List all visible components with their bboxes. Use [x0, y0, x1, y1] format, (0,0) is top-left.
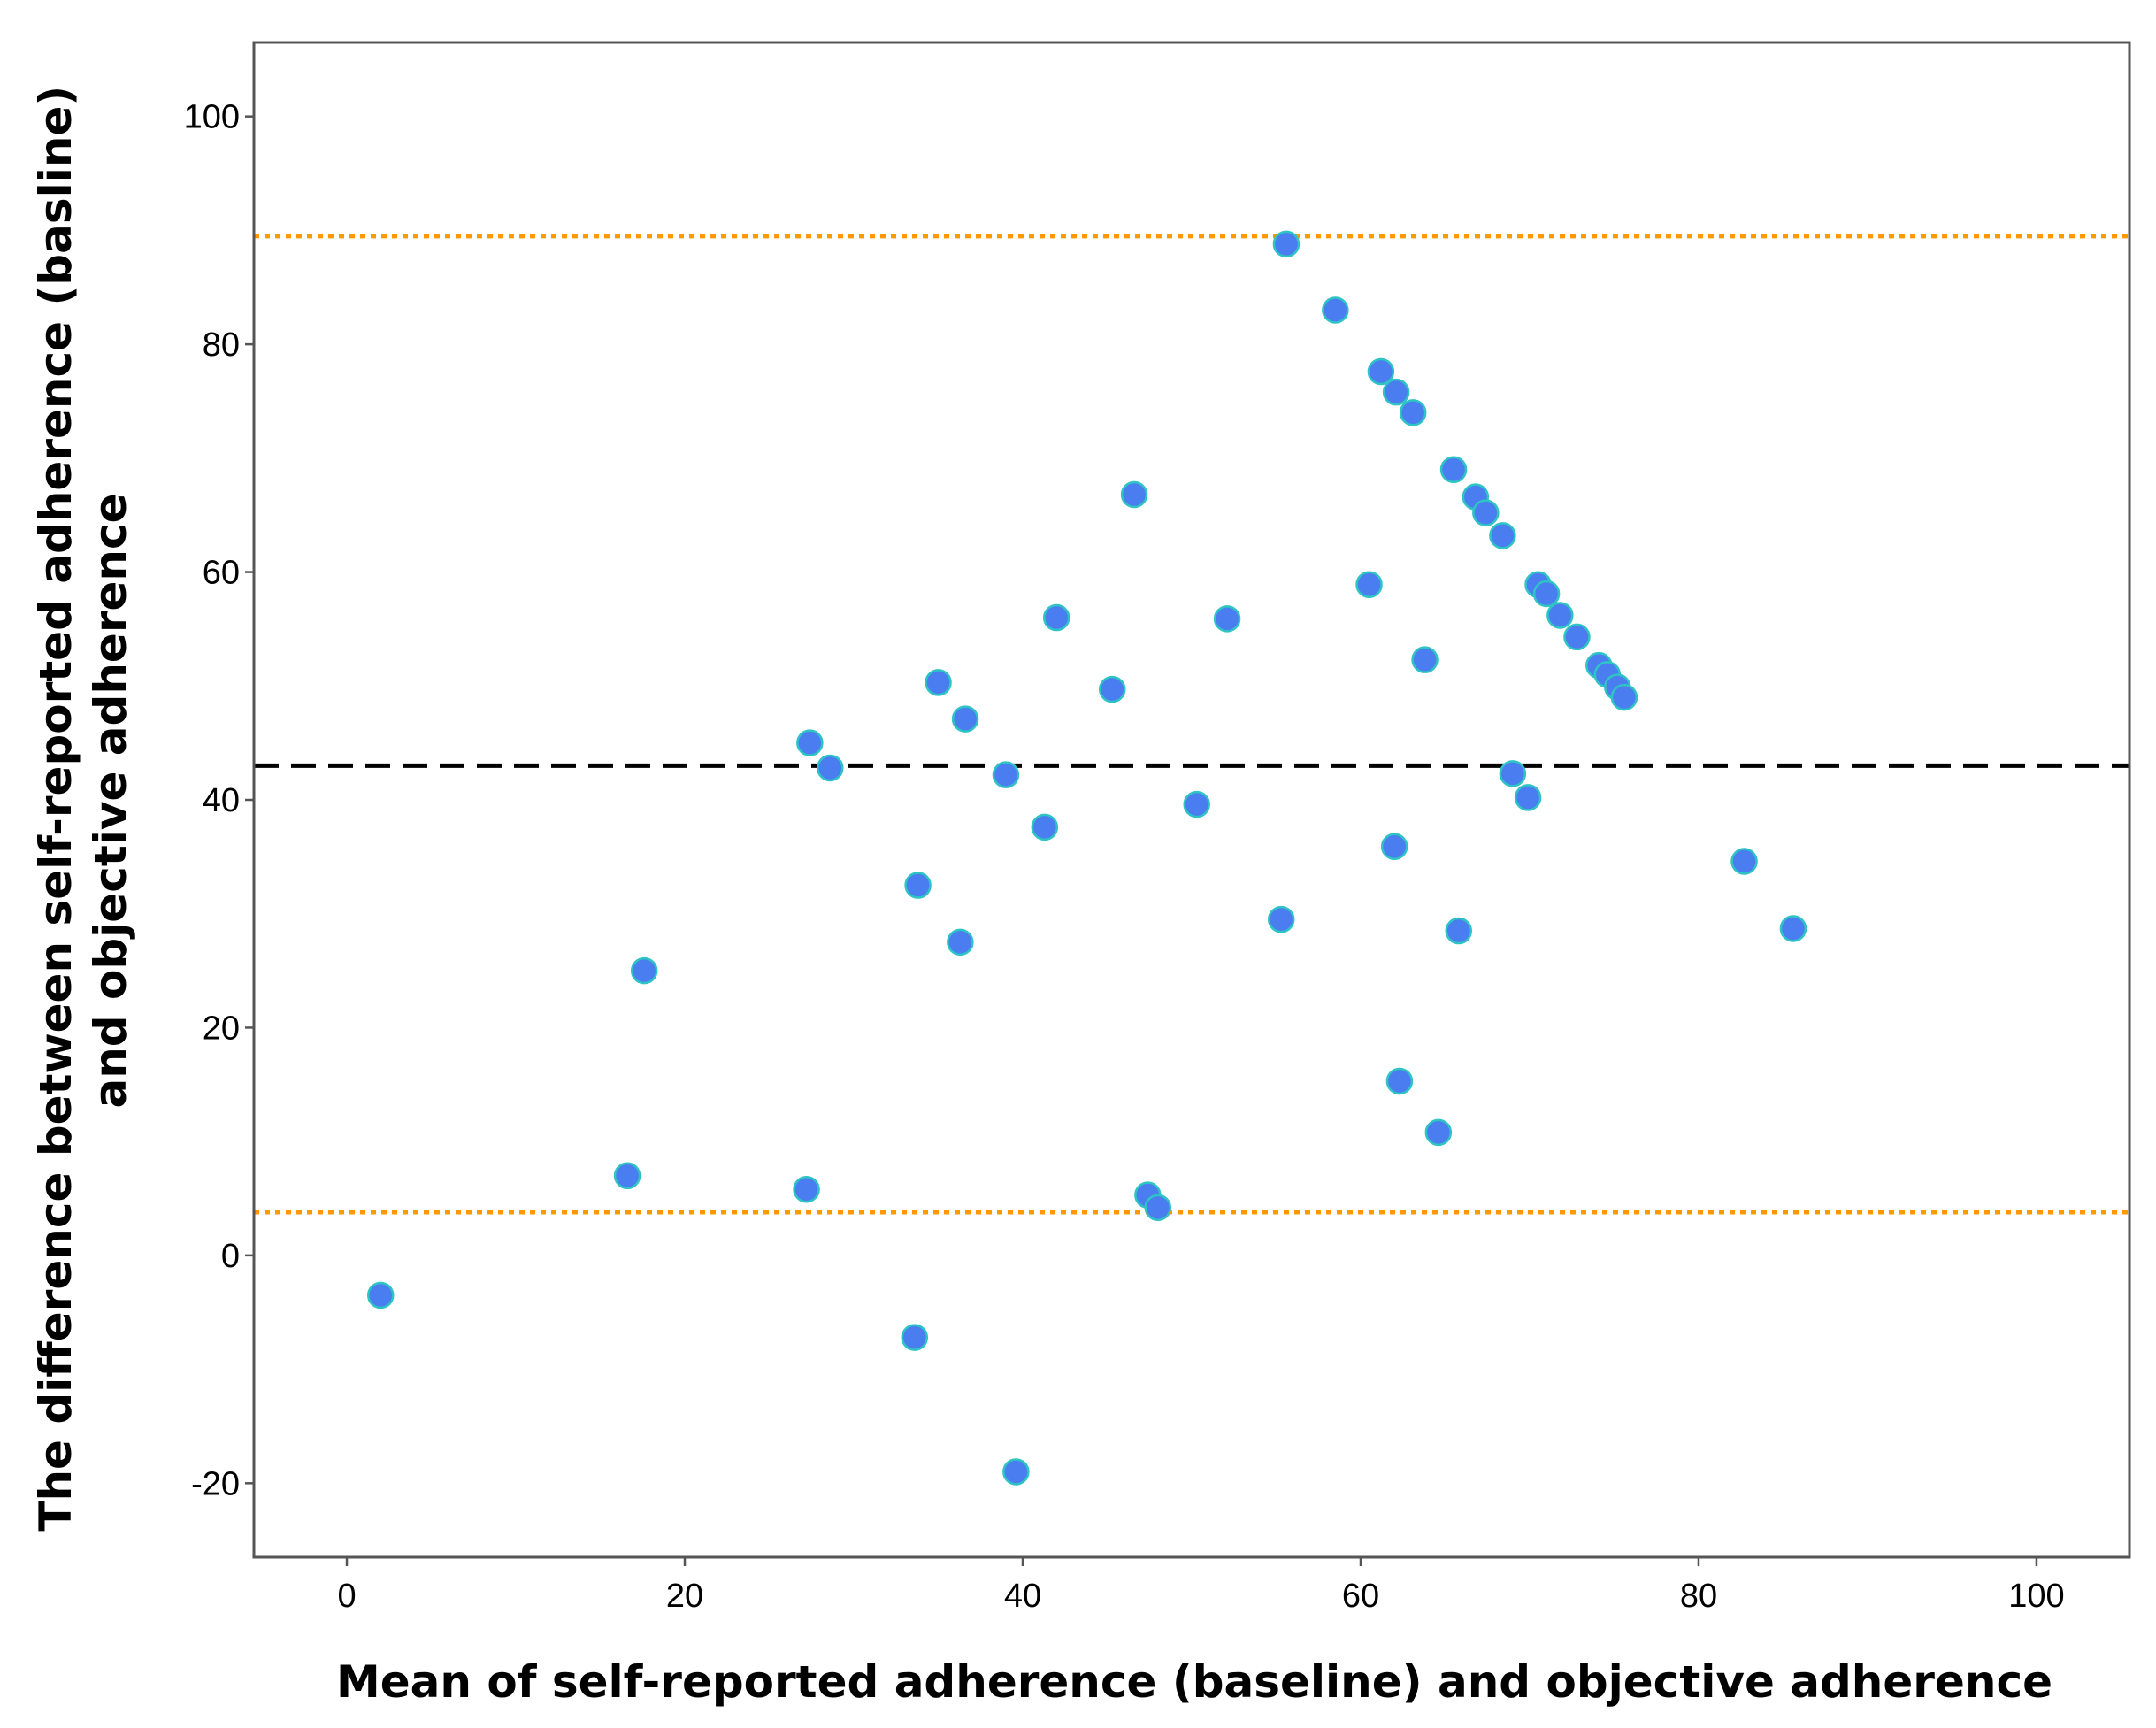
- x-tick-label: 40: [1004, 1578, 1041, 1615]
- data-point: [366, 1281, 395, 1309]
- y-axis-title: The difference between self-reported adh…: [30, 70, 136, 1531]
- y-tick-label: 60: [203, 555, 240, 592]
- data-point: [1267, 905, 1295, 933]
- x-tick-label: 20: [666, 1578, 703, 1615]
- data-point: [1120, 480, 1148, 509]
- data-point: [1385, 1067, 1414, 1095]
- data-point: [1411, 646, 1439, 673]
- data-point: [1424, 1118, 1453, 1147]
- data-point: [1563, 623, 1591, 651]
- x-tick-label: 80: [1680, 1578, 1717, 1615]
- data-point: [1183, 790, 1210, 818]
- data-point: [1042, 603, 1070, 632]
- data-points: [366, 230, 1807, 1486]
- data-point: [1779, 915, 1807, 942]
- x-tick-label: 60: [1342, 1578, 1379, 1615]
- data-point: [1272, 230, 1301, 258]
- data-point: [904, 872, 932, 899]
- data-point: [1610, 683, 1638, 711]
- data-point: [1472, 499, 1500, 526]
- data-point: [1399, 399, 1427, 426]
- data-point: [1439, 456, 1468, 483]
- x-axis-title: Mean of self-reported adherence (baselin…: [336, 1656, 2052, 1708]
- data-point: [1546, 602, 1574, 629]
- y-axis: -20 0 20 40 60 80 100: [184, 99, 254, 1502]
- data-point: [1532, 580, 1561, 608]
- data-point: [1489, 522, 1516, 549]
- y-tick-label: 100: [184, 99, 240, 136]
- data-point: [1144, 1194, 1172, 1222]
- reference-lines: [254, 234, 2129, 1215]
- data-point: [1382, 378, 1410, 406]
- y-tick-label: -20: [191, 1465, 240, 1502]
- y-tick-label: 40: [203, 782, 240, 819]
- data-point: [1355, 571, 1383, 598]
- data-point: [1730, 848, 1758, 875]
- data-point: [992, 761, 1020, 788]
- y-tick-label: 0: [221, 1238, 240, 1275]
- data-point: [613, 1162, 641, 1190]
- y-tick-label: 80: [203, 326, 240, 364]
- data-point: [793, 1175, 820, 1203]
- data-point: [1445, 917, 1473, 945]
- data-point: [1031, 813, 1059, 841]
- y-tick-label: 20: [203, 1010, 240, 1047]
- data-point: [951, 705, 979, 733]
- x-tick-label: 100: [2008, 1578, 2064, 1615]
- data-point: [1098, 675, 1126, 703]
- data-point: [1002, 1458, 1030, 1486]
- data-point: [947, 928, 974, 956]
- y-axis-title-line-1: The difference between self-reported adh…: [30, 86, 81, 1532]
- data-point: [1322, 296, 1349, 324]
- data-point: [1499, 760, 1527, 787]
- data-point: [1367, 357, 1395, 386]
- data-point: [1213, 605, 1241, 633]
- data-point: [630, 956, 658, 985]
- x-tick-label: 0: [337, 1578, 356, 1615]
- data-point: [925, 669, 952, 696]
- data-point: [901, 1324, 929, 1351]
- data-point: [1514, 784, 1542, 811]
- data-point: [817, 754, 844, 782]
- data-point: [1380, 833, 1408, 861]
- y-axis-title-line-2: and objective adherence: [85, 493, 136, 1108]
- data-point: [796, 729, 824, 756]
- x-axis: 0 20 40 60 80 100: [337, 1557, 2065, 1615]
